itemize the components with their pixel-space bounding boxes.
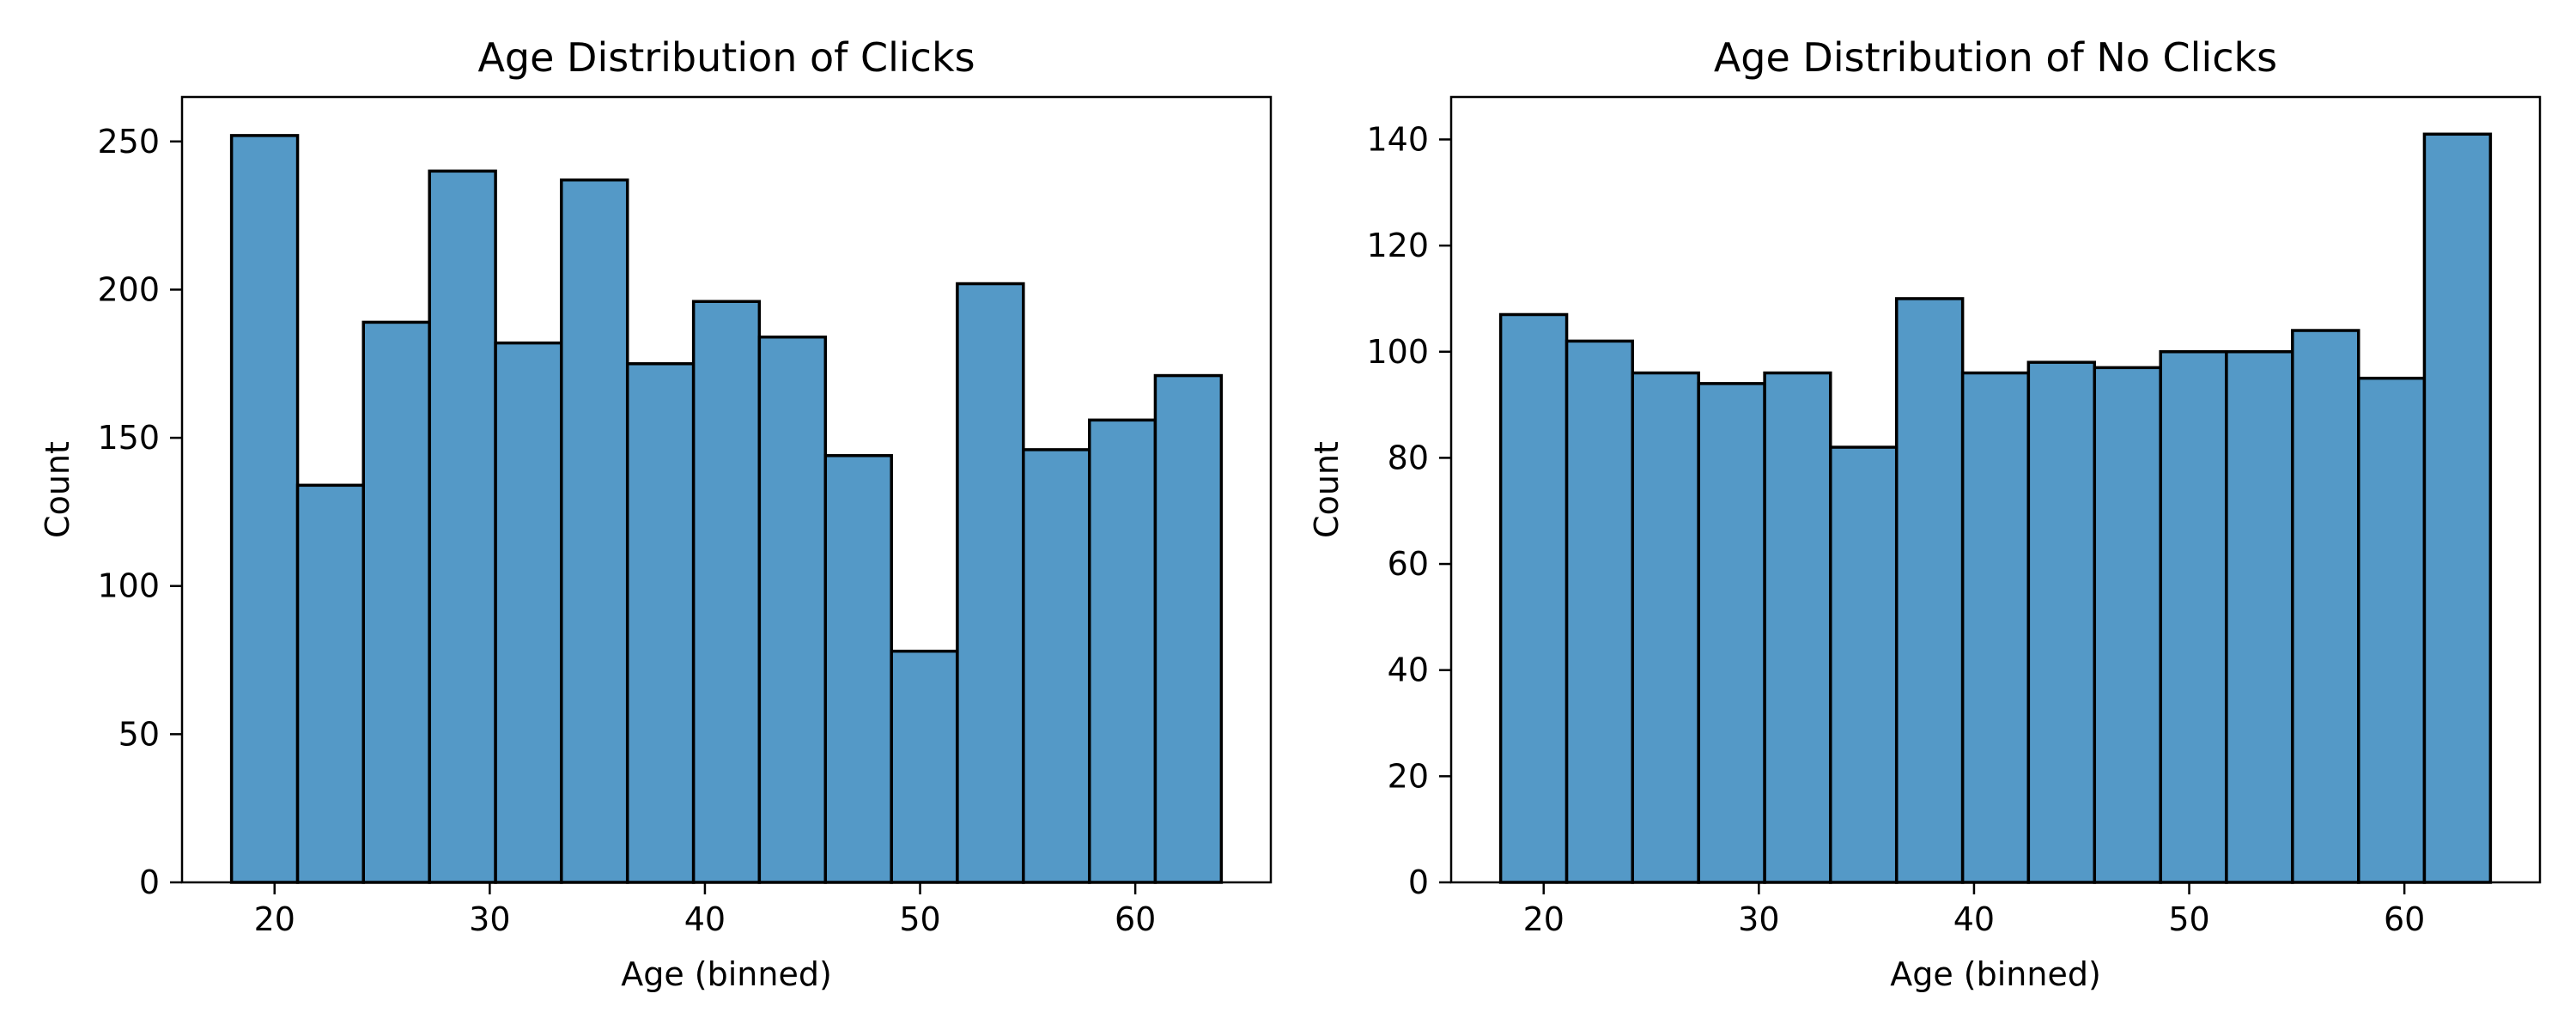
histogram-bar	[2225, 350, 2294, 884]
histogram-bar	[2026, 360, 2097, 884]
histogram-bar	[1498, 312, 1569, 884]
y-tick-label: 60	[1388, 545, 1429, 583]
x-tick-label: 50	[899, 900, 940, 938]
y-tick-label: 0	[1408, 863, 1429, 901]
histogram-bar	[361, 320, 431, 884]
histogram-bar	[1960, 371, 2031, 884]
histogram-bar	[2291, 329, 2360, 884]
y-axis-ticks: 0 20 40 60 80 100 120 140	[1366, 120, 1451, 901]
histogram-bar	[494, 341, 563, 884]
bars	[229, 134, 1224, 884]
y-axis-ticks: 0 50 100 150 200 250	[97, 123, 182, 901]
x-axis-ticks: 20 30 40 50 60	[1523, 882, 2425, 938]
x-tick-label: 40	[684, 900, 726, 938]
histogram-bar	[1088, 418, 1157, 884]
clicks-histogram-panel: Age Distribution of Clicks Age (binned) …	[39, 34, 1273, 993]
histogram-bar	[229, 134, 300, 884]
histogram-bar	[1153, 373, 1224, 884]
x-tick-label: 40	[1953, 900, 1995, 938]
y-tick-label: 150	[97, 419, 160, 457]
y-tick-label: 50	[118, 715, 160, 753]
histogram-bar	[2357, 376, 2427, 884]
y-tick-label: 250	[97, 123, 160, 161]
histogram-bar	[1894, 297, 1965, 884]
histogram-bar	[428, 169, 497, 884]
histogram-bar	[890, 649, 959, 884]
x-axis-label: Age (binned)	[621, 955, 832, 993]
no-clicks-histogram-panel: Age Distribution of No Clicks Age (binne…	[1308, 34, 2542, 993]
y-tick-label: 80	[1388, 439, 1429, 476]
histogram-bar	[1829, 445, 1899, 884]
histogram-bar	[2093, 366, 2162, 884]
y-axis-label: Count	[1308, 441, 1346, 538]
x-tick-label: 20	[254, 900, 295, 938]
y-tick-label: 100	[1366, 333, 1429, 371]
histogram-bar	[757, 335, 828, 884]
histogram-bar	[1564, 339, 1634, 884]
y-tick-label: 20	[1388, 757, 1429, 795]
histogram-bar	[2422, 132, 2493, 884]
plot-frame	[180, 95, 1273, 884]
histogram-bar	[1697, 382, 1766, 884]
chart-title: Age Distribution of No Clicks	[1714, 34, 2277, 81]
x-tick-label: 60	[1115, 900, 1156, 938]
histogram-bar	[2159, 350, 2228, 884]
y-tick-label: 120	[1366, 227, 1429, 264]
x-tick-label: 60	[2384, 900, 2425, 938]
x-tick-label: 30	[1738, 900, 1779, 938]
histogram-bar	[560, 178, 629, 884]
x-axis-ticks: 20 30 40 50 60	[254, 882, 1156, 938]
histogram-bar	[956, 282, 1025, 884]
x-tick-label: 30	[469, 900, 510, 938]
x-axis-label: Age (binned)	[1890, 955, 2101, 993]
histogram-bar	[691, 300, 762, 884]
histogram-bar	[625, 362, 696, 884]
y-tick-label: 140	[1366, 120, 1429, 158]
y-tick-label: 100	[97, 567, 160, 605]
histogram-bar	[1631, 371, 1700, 884]
chart-title: Age Distribution of Clicks	[477, 34, 975, 81]
y-axis-label: Count	[39, 441, 76, 538]
y-tick-label: 40	[1388, 651, 1429, 689]
x-tick-label: 50	[2168, 900, 2209, 938]
y-tick-label: 0	[139, 863, 160, 901]
y-tick-label: 200	[97, 270, 160, 308]
histogram-bar	[295, 483, 365, 884]
x-tick-label: 20	[1523, 900, 1564, 938]
histogram-bar	[1763, 371, 1832, 884]
plot-frame	[1449, 95, 2542, 884]
histogram-bar	[1022, 448, 1091, 884]
histogram-bar	[823, 454, 893, 884]
